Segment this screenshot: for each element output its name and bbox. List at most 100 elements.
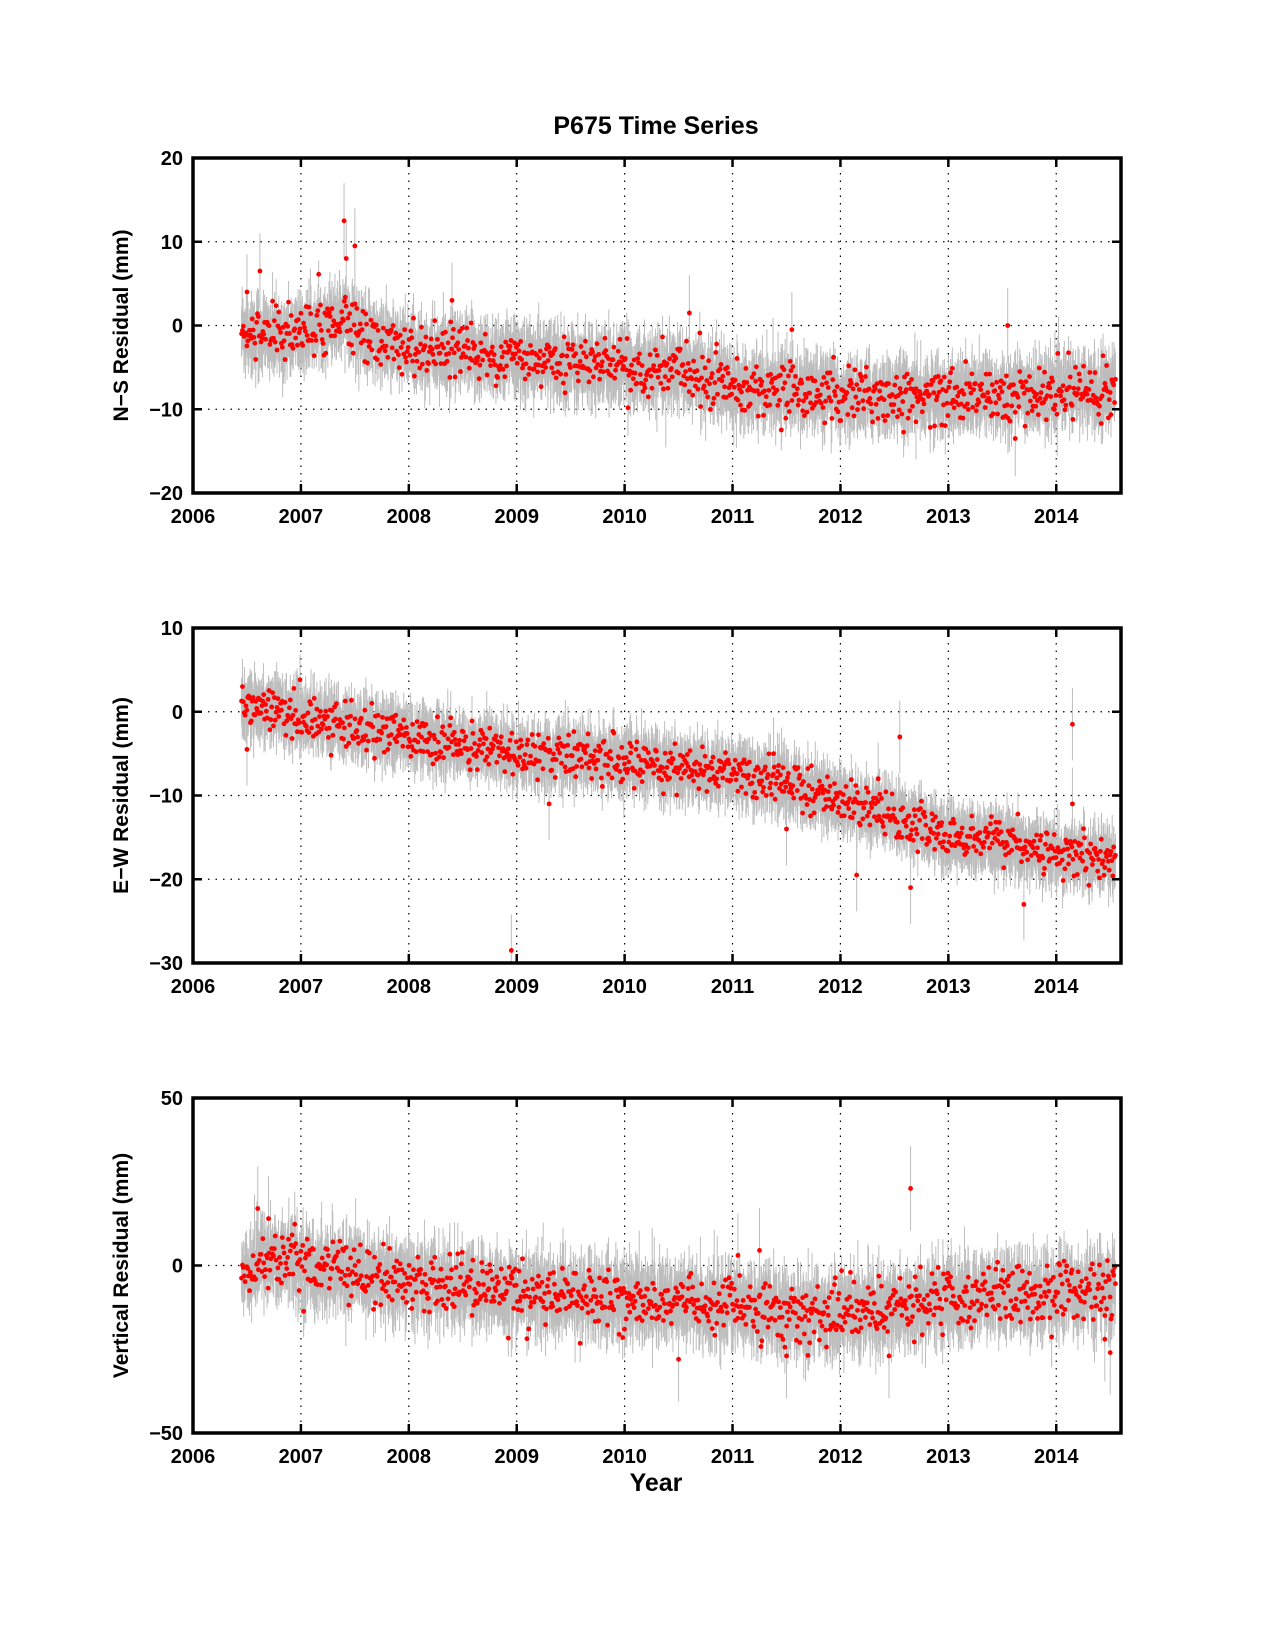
- data-point: [881, 397, 887, 403]
- data-point: [250, 327, 256, 333]
- data-point: [684, 338, 689, 344]
- data-point: [808, 400, 813, 406]
- data-point: [1012, 409, 1018, 415]
- data-point: [457, 329, 462, 334]
- data-point: [824, 380, 829, 386]
- data-point: [1042, 369, 1047, 375]
- data-point: [263, 336, 268, 342]
- data-point: [519, 357, 525, 362]
- data-point: [692, 383, 698, 389]
- data-point: [819, 382, 825, 388]
- data-point: [411, 373, 417, 379]
- data-point: [812, 378, 818, 384]
- data-point: [1019, 379, 1024, 385]
- data-point: [366, 344, 372, 349]
- data-point: [409, 335, 415, 341]
- data-point: [793, 391, 799, 397]
- data-point: [1063, 402, 1069, 408]
- data-point: [478, 340, 484, 346]
- data-point: [1070, 417, 1076, 422]
- data-point: [592, 354, 598, 359]
- data-point: [567, 365, 573, 371]
- data-point: [594, 341, 600, 347]
- data-point: [378, 362, 384, 367]
- data-point: [899, 411, 905, 417]
- data-point: [774, 387, 780, 393]
- data-point: [994, 379, 1000, 385]
- data-point: [435, 336, 440, 342]
- data-point: [456, 347, 462, 352]
- data-point: [1038, 390, 1044, 396]
- y-tick-label: 20: [161, 148, 183, 170]
- data-point: [853, 394, 859, 400]
- data-point: [347, 311, 353, 316]
- data-point: [318, 328, 324, 333]
- data-point: [1096, 411, 1102, 417]
- data-point: [1023, 379, 1029, 385]
- data-point: [286, 299, 291, 305]
- data-point: [290, 345, 296, 351]
- data-point: [497, 367, 502, 373]
- data-point: [755, 413, 761, 419]
- data-point: [968, 390, 974, 396]
- data-point: [271, 335, 276, 341]
- data-point: [314, 313, 320, 318]
- data-point: [502, 374, 508, 380]
- data-point: [446, 351, 452, 356]
- data-point: [339, 309, 345, 315]
- data-point: [1054, 411, 1060, 417]
- data-point: [955, 393, 961, 399]
- data-point: [298, 310, 304, 316]
- data-point: [973, 381, 978, 386]
- data-point: [1034, 391, 1039, 397]
- data-point: [1033, 403, 1039, 409]
- data-point: [1113, 376, 1118, 382]
- data-point: [828, 398, 834, 404]
- x-tick-label: 2012: [818, 506, 863, 528]
- data-point: [919, 409, 925, 415]
- data-point: [1053, 392, 1059, 398]
- data-point: [794, 386, 800, 392]
- data-point: [468, 320, 474, 326]
- data-point: [780, 386, 786, 391]
- data-point: [720, 373, 726, 379]
- data-point: [665, 385, 671, 391]
- data-point: [245, 338, 251, 344]
- data-point: [781, 367, 787, 373]
- data-point: [896, 407, 902, 413]
- data-point: [868, 401, 874, 407]
- data-point: [597, 376, 603, 382]
- data-point: [890, 409, 896, 414]
- data-point: [618, 360, 624, 365]
- data-point: [551, 370, 556, 376]
- data-point: [581, 350, 587, 356]
- data-point: [531, 366, 537, 372]
- data-point: [385, 354, 391, 360]
- data-point: [935, 374, 941, 379]
- data-point: [414, 358, 420, 364]
- data-point: [766, 387, 772, 393]
- data-point: [281, 338, 287, 344]
- data-point: [526, 371, 532, 377]
- data-point: [656, 367, 662, 373]
- data-point: [364, 321, 369, 327]
- data-point: [1111, 382, 1117, 388]
- data-point: [762, 388, 767, 394]
- data-point: [960, 415, 966, 421]
- data-point: [818, 400, 824, 406]
- data-point: [654, 353, 660, 358]
- data-point: [451, 350, 457, 356]
- data-point: [542, 360, 548, 366]
- data-point: [948, 370, 953, 376]
- data-point: [983, 371, 989, 377]
- data-point: [398, 345, 404, 350]
- data-point: [1098, 421, 1104, 426]
- data-point: [921, 401, 927, 407]
- data-point: [685, 361, 691, 366]
- data-point: [449, 297, 455, 303]
- data-point: [578, 344, 584, 349]
- data-point: [287, 331, 292, 336]
- data-point: [591, 374, 596, 380]
- data-point: [942, 423, 948, 429]
- data-point: [699, 375, 704, 381]
